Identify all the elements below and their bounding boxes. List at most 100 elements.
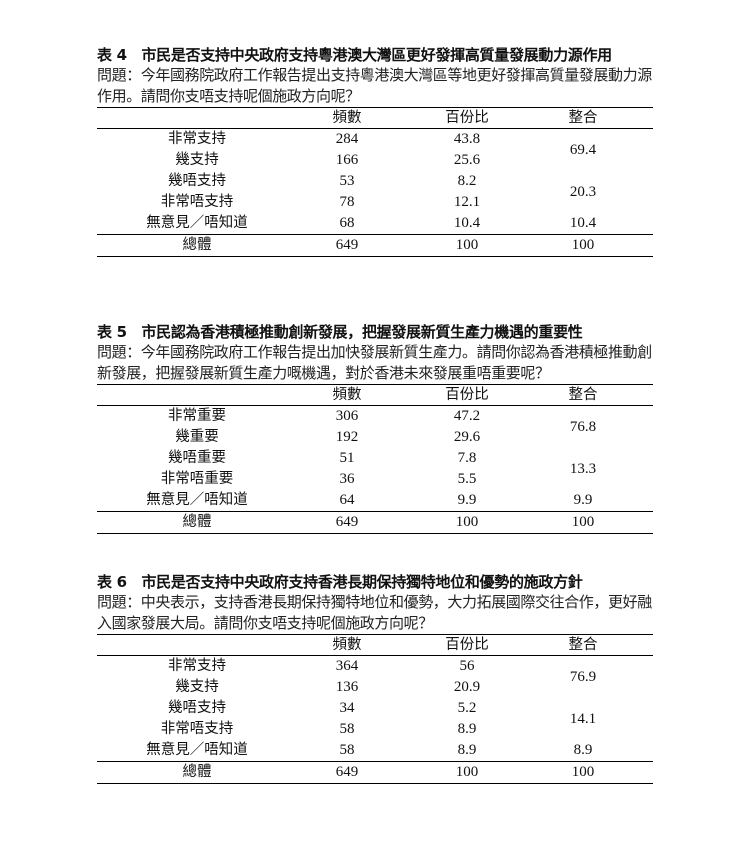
total-frequency: 649 xyxy=(335,514,359,530)
combined-cell: 20.3 xyxy=(569,183,597,200)
table-section-4: 表 4 市民是否支持中央政府支持粵港澳大灣區更好發揮高質量發展動力源作用 問題：今… xyxy=(97,46,653,257)
total-combined: 100 xyxy=(571,764,595,780)
frequency-cell: 58 xyxy=(339,742,355,758)
combined-cell: 8.9 xyxy=(573,742,593,758)
frequency-cell: 284 xyxy=(335,131,359,147)
frequency-cell: 364 xyxy=(335,658,359,674)
row-label: 非常重要 xyxy=(168,408,226,424)
row-label: 非常唔支持 xyxy=(160,721,234,737)
frequency-cell: 64 xyxy=(339,492,355,508)
combined-cell: 10.4 xyxy=(569,215,597,231)
column-header: 頻數 xyxy=(332,637,362,653)
table-row: 非常唔重要 36 5.5 xyxy=(97,469,653,490)
table-row: 非常唔支持 78 12.1 xyxy=(97,192,653,213)
total-combined: 100 xyxy=(571,237,595,253)
percentage-cell: 47.2 xyxy=(453,408,481,424)
percentage-cell: 8.9 xyxy=(457,721,477,737)
row-label: 非常支持 xyxy=(168,658,226,674)
total-combined: 100 xyxy=(571,514,595,530)
table-row: 無意見／唔知道 58 8.9 xyxy=(97,740,653,761)
row-label: 幾支持 xyxy=(175,152,219,168)
table-row: 非常支持 364 56 xyxy=(97,656,653,677)
total-row: 總體 649 100 100 xyxy=(97,511,653,533)
row-label: 非常唔重要 xyxy=(160,471,234,487)
table-row: 非常重要 306 47.2 xyxy=(97,406,653,427)
table-row: 幾唔重要 51 7.8 xyxy=(97,448,653,469)
table-row: 無意見／唔知道 64 9.9 xyxy=(97,490,653,511)
frequency-cell: 166 xyxy=(335,152,359,168)
percentage-cell: 29.6 xyxy=(453,429,481,445)
table-section-5: 表 5 市民認為香港積極推動創新發展，把握發展新質生產力機遇的重要性問題：今年國… xyxy=(97,323,653,534)
frequency-cell: 36 xyxy=(339,471,355,487)
row-label: 非常支持 xyxy=(168,131,226,147)
survey-question: 問題：中央表示，支持香港長期保持獨特地位和優勢，大力拓展國際交往合作，更好融入國… xyxy=(97,593,652,632)
percentage-cell: 10.4 xyxy=(453,215,481,231)
row-label: 非常唔支持 xyxy=(160,194,234,210)
frequency-cell: 192 xyxy=(335,429,359,445)
row-label: 幾唔支持 xyxy=(168,173,226,189)
column-header: 百份比 xyxy=(445,387,489,403)
percentage-cell: 20.9 xyxy=(453,679,481,695)
table-row: 幾重要 192 29.6 xyxy=(97,427,653,448)
row-label: 幾支持 xyxy=(175,679,219,695)
frequency-cell: 68 xyxy=(339,215,355,231)
table-row: 幾支持 166 25.6 xyxy=(97,150,653,171)
total-frequency: 649 xyxy=(335,764,359,780)
frequency-cell: 136 xyxy=(335,679,359,695)
combined-cell: 76.8 xyxy=(569,418,597,435)
table-title: 表 5 市民認為香港積極推動創新發展，把握發展新質生產力機遇的重要性 xyxy=(97,323,583,341)
table-title: 表 6 市民是否支持中央政府支持香港長期保持獨特地位和優勢的施政方針 xyxy=(97,573,583,591)
column-header: 百份比 xyxy=(445,637,489,653)
data-table: 頻數 百份比 整合 非常重要 306 47.2 幾重要 192 29.6 幾唔重要 … xyxy=(97,384,653,534)
table-row: 幾支持 136 20.9 xyxy=(97,677,653,698)
row-label: 無意見／唔知道 xyxy=(146,215,248,231)
column-header: 頻數 xyxy=(332,387,362,403)
column-header: 頻數 xyxy=(332,110,362,126)
total-percentage: 100 xyxy=(455,764,479,780)
combined-cell: 14.1 xyxy=(569,710,597,727)
frequency-cell: 58 xyxy=(339,721,355,737)
column-header: 整合 xyxy=(568,637,598,653)
table-header-row: 頻數 百份比 整合 xyxy=(97,108,653,129)
data-table: 頻數 百份比 整合 非常支持 364 56 幾支持 136 20.9 幾唔支持 34… xyxy=(97,634,653,784)
table-row: 無意見／唔知道 68 10.4 xyxy=(97,213,653,234)
percentage-cell: 8.9 xyxy=(457,742,477,758)
table-header-row: 頻數 百份比 整合 xyxy=(97,385,653,406)
row-label: 無意見／唔知道 xyxy=(146,742,248,758)
data-table: 頻數 百份比 整合 非常支持 284 43.8 幾支持 166 25.6 幾唔支持 … xyxy=(97,107,653,257)
survey-question: 問題：今年國務院政府工作報告提出支持粵港澳大灣區等地更好發揮高質量發展動力源作用… xyxy=(97,66,652,105)
column-header: 整合 xyxy=(568,110,598,126)
percentage-cell: 56 xyxy=(459,658,475,674)
combined-cell: 9.9 xyxy=(573,492,593,508)
total-label: 總體 xyxy=(182,514,212,530)
total-percentage: 100 xyxy=(455,514,479,530)
table-row: 幾唔支持 34 5.2 xyxy=(97,698,653,719)
total-row: 總體 649 100 100 xyxy=(97,234,653,256)
frequency-cell: 78 xyxy=(339,194,355,210)
frequency-cell: 53 xyxy=(339,173,355,189)
row-label: 幾唔支持 xyxy=(168,700,226,716)
row-label: 無意見／唔知道 xyxy=(146,492,248,508)
percentage-cell: 9.9 xyxy=(457,492,477,508)
combined-cell: 13.3 xyxy=(569,460,597,477)
percentage-cell: 5.5 xyxy=(457,471,477,487)
frequency-cell: 34 xyxy=(339,700,355,716)
total-frequency: 649 xyxy=(335,237,359,253)
column-header: 百份比 xyxy=(445,110,489,126)
percentage-cell: 12.1 xyxy=(453,194,481,210)
total-row: 總體 649 100 100 xyxy=(97,761,653,783)
frequency-cell: 51 xyxy=(339,450,355,466)
total-percentage: 100 xyxy=(455,237,479,253)
table-section-6: 表 6 市民是否支持中央政府支持香港長期保持獨特地位和優勢的施政方針問題：中央表… xyxy=(97,573,653,784)
total-label: 總體 xyxy=(182,237,212,253)
survey-question: 問題：今年國務院政府工作報告提出加快發展新質生產力。請問你認為香港積極推動創新發… xyxy=(97,343,652,382)
column-header: 整合 xyxy=(568,387,598,403)
combined-cell: 69.4 xyxy=(569,141,597,158)
row-label: 幾重要 xyxy=(175,429,219,445)
table-row: 非常支持 284 43.8 xyxy=(97,129,653,150)
combined-cell: 76.9 xyxy=(569,668,597,685)
percentage-cell: 43.8 xyxy=(453,131,481,147)
percentage-cell: 5.2 xyxy=(457,700,477,716)
table-header-row: 頻數 百份比 整合 xyxy=(97,635,653,656)
percentage-cell: 25.6 xyxy=(453,152,481,168)
